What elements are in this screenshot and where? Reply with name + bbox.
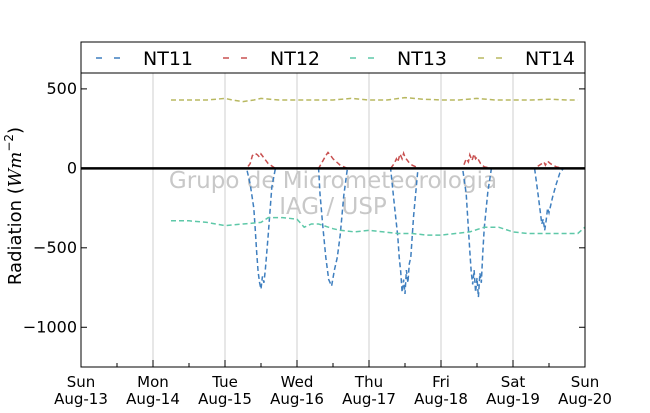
x-tick-date-label: Aug-13 — [54, 390, 108, 408]
x-tick-date-label: Aug-14 — [126, 390, 180, 408]
x-tick-day-label: Fri — [432, 373, 450, 391]
series-line-nt11 — [81, 167, 564, 298]
x-tick-day-label: Mon — [137, 373, 169, 391]
x-tick-date-label: Aug-17 — [342, 390, 396, 408]
grid-lines — [152, 73, 514, 367]
series-lines — [81, 96, 586, 298]
x-tick-day-label: Sat — [501, 373, 526, 391]
x-tick-day-label: Thu — [354, 373, 383, 391]
legend-label: NT11 — [143, 48, 193, 70]
x-tick-date-label: Aug-16 — [270, 390, 324, 408]
x-tick-day-label: Wed — [281, 373, 314, 391]
watermark-line-2: IAG / USP — [279, 194, 387, 220]
series-line-nt12 — [81, 150, 564, 170]
x-tick-date-label: Aug-20 — [558, 390, 612, 408]
legend: NT11 NT12 NT13 NT14 — [81, 48, 585, 74]
y-tick-label: 500 — [46, 79, 77, 98]
series-line-nt13 — [171, 216, 586, 236]
x-tick-date-label: Aug-18 — [414, 390, 468, 408]
x-tick-day-label: Sun — [67, 373, 96, 391]
y-axis-ticks: 500 0 −500 −1000 — [23, 79, 585, 336]
legend-item-nt13: NT13 — [350, 48, 447, 70]
y-tick-label: −500 — [33, 238, 77, 257]
legend-label: NT12 — [270, 48, 320, 70]
legend-item-nt14: NT14 — [478, 48, 575, 70]
y-axis-label: Radiation (Wm−2) — [2, 127, 26, 285]
y-tick-label: 0 — [67, 158, 77, 177]
y-axis-label-unit-exponent: −2 — [2, 134, 16, 152]
y-axis-label-close: ) — [5, 127, 26, 134]
y-axis-label-text: Radiation ( — [5, 187, 26, 285]
legend-label: NT13 — [397, 48, 447, 70]
legend-item-nt11: NT11 — [96, 48, 193, 70]
x-axis-ticks: SunAug-13MonAug-14TueAug-15WedAug-16ThuA… — [54, 360, 612, 408]
watermark-line-1: Grupo de Micrometeorologia — [169, 168, 497, 194]
watermark: Grupo de Micrometeorologia IAG / USP — [169, 168, 497, 220]
x-tick-day-label: Sun — [571, 373, 600, 391]
legend-label: NT14 — [525, 48, 575, 70]
x-tick-date-label: Aug-15 — [198, 390, 252, 408]
y-axis-label-unit: Wm — [5, 152, 26, 188]
x-tick-date-label: Aug-19 — [486, 390, 540, 408]
x-tick-day-label: Tue — [211, 373, 238, 391]
legend-item-nt12: NT12 — [223, 48, 320, 70]
series-line-nt14 — [171, 96, 578, 103]
y-tick-label: −1000 — [23, 317, 77, 336]
